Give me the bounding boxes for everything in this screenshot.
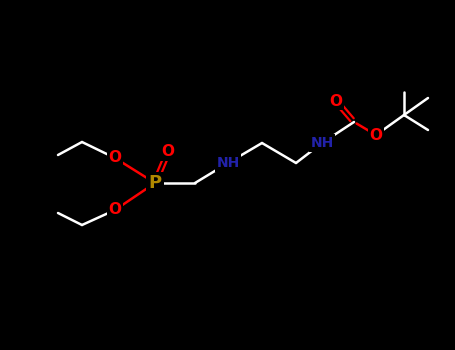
Text: O: O [162,145,175,160]
Text: O: O [108,203,121,217]
Text: O: O [369,127,383,142]
Text: NH: NH [217,156,240,170]
Text: O: O [108,150,121,166]
Text: NH: NH [310,136,334,150]
Text: O: O [329,93,343,108]
Text: P: P [148,174,162,192]
